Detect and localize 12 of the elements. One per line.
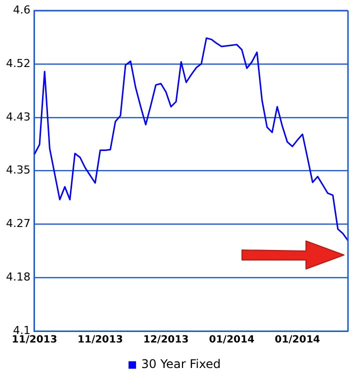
legend-label: 30 Year Fixed xyxy=(141,357,221,372)
y-tick-label: 4.35 xyxy=(6,164,30,177)
x-tick-label: 12/2013 xyxy=(143,334,189,346)
y-tick-label: 4.43 xyxy=(6,110,30,124)
y-tick-label: 4.18 xyxy=(6,270,30,284)
y-tick-label: 4.6 xyxy=(12,3,30,16)
x-tick-label: 01/2014 xyxy=(208,334,254,346)
x-tick-label: 11/2013 xyxy=(78,334,123,346)
x-tick-label: 11/2013 xyxy=(12,334,58,346)
y-tick-label: 4.27 xyxy=(6,217,30,230)
y-tick-label: 4.52 xyxy=(6,56,30,70)
x-tick-label: 01/2014 xyxy=(274,334,320,346)
